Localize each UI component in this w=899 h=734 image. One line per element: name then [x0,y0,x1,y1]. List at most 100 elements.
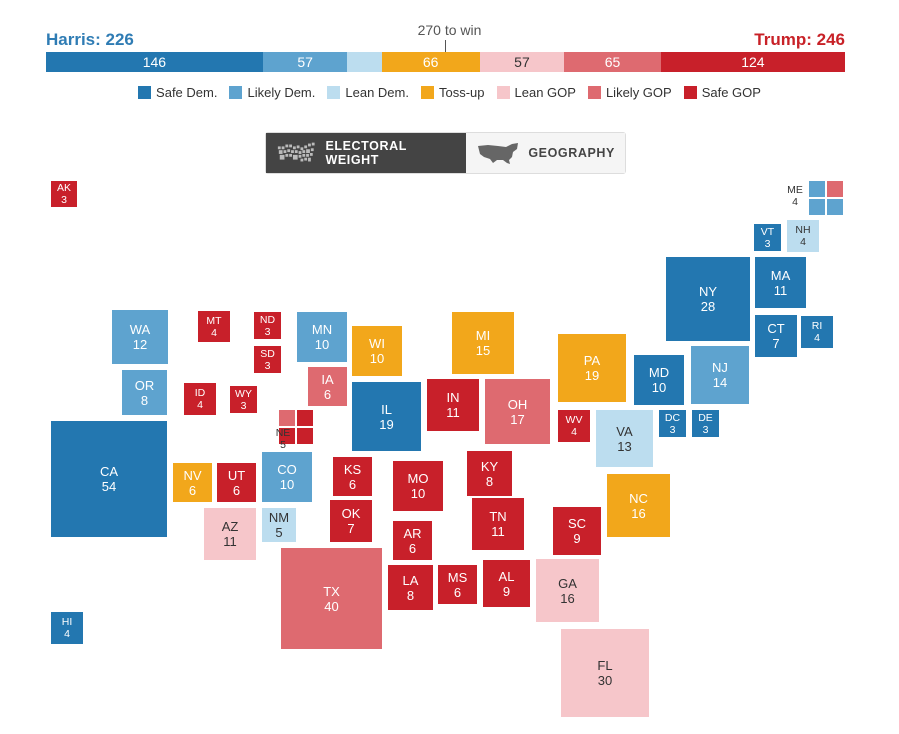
state-sc[interactable]: SC 9 [553,507,601,555]
state-ut[interactable]: UT 6 [217,463,256,502]
state-pa[interactable]: PA 19 [558,334,626,402]
state-ok[interactable]: OK 7 [330,500,372,542]
state-az[interactable]: AZ 11 [204,508,256,560]
state-abbr: KS [343,461,362,477]
state-ny[interactable]: NY 28 [666,257,750,341]
state-vt[interactable]: VT 3 [754,224,781,251]
state-tn[interactable]: TN 11 [472,498,524,550]
state-wy[interactable]: WY 3 [230,386,257,413]
legend-item: Safe Dem. [138,85,217,100]
us-map-dots-icon [277,142,315,162]
state-mi[interactable]: MI 15 [452,312,514,374]
state-votes: 3 [264,325,271,338]
state-abbr: MS [447,569,468,585]
district-square-me [809,199,825,215]
state-or[interactable]: OR 8 [122,370,167,415]
state-votes: 9 [502,583,511,599]
state-votes: 4 [571,426,577,438]
state-id[interactable]: ID 4 [184,383,216,415]
state-votes: 3 [264,359,271,372]
state-al[interactable]: AL 9 [483,560,530,607]
state-ia[interactable]: IA 6 [308,367,347,406]
state-votes: 10 [651,380,667,395]
geography-label: GEOGRAPHY [528,146,615,160]
state-va[interactable]: VA 13 [596,410,653,467]
state-in[interactable]: IN 11 [427,379,479,431]
state-abbr: ND [259,313,276,326]
state-votes: 6 [453,584,462,600]
electoral-vote-bar: 146 57 66 57 65 124 [46,52,845,72]
legend-swatch [683,86,697,99]
state-ca[interactable]: CA 54 [51,421,167,537]
state-votes: 11 [491,524,505,539]
state-hi[interactable]: HI 4 [51,612,83,644]
legend-item: Likely Dem. [229,85,315,100]
state-ak[interactable]: AK 3 [51,181,77,207]
state-ri[interactable]: RI 4 [801,316,833,348]
state-co[interactable]: CO 10 [262,452,312,502]
legend-label: Toss-up [438,85,485,100]
state-abbr: IN [446,390,460,405]
district-square-ne [279,410,295,426]
state-ks[interactable]: KS 6 [333,457,372,496]
state-tx[interactable]: TX 40 [281,548,382,649]
state-abbr: ID [194,387,206,399]
state-nd[interactable]: ND 3 [254,312,281,339]
state-abbr: AL [498,568,515,584]
state-votes: 7 [772,336,780,351]
state-nh[interactable]: NH 4 [787,220,819,252]
state-votes: 15 [475,343,491,358]
state-ga[interactable]: GA 16 [536,559,599,622]
state-abbr: NY [698,284,718,299]
bar-segment-safe-gop: 124 [660,52,845,72]
state-wv[interactable]: WV 4 [558,410,590,442]
state-nv[interactable]: NV 6 [173,463,212,502]
state-la[interactable]: LA 8 [388,565,433,610]
state-votes: 13 [617,438,632,454]
state-sd[interactable]: SD 3 [254,346,281,373]
state-mo[interactable]: MO 10 [393,461,443,511]
state-votes: 19 [584,368,600,383]
state-il[interactable]: IL 19 [352,382,421,451]
state-abbr: VT [760,225,775,238]
state-nm[interactable]: NM 5 [262,508,296,542]
state-abbr: WY [235,387,252,400]
state-md[interactable]: MD 10 [634,355,684,405]
state-ar[interactable]: AR 6 [393,521,432,560]
state-fl[interactable]: FL 30 [561,629,649,717]
state-votes: 4 [211,326,217,339]
electoral-weight-button[interactable]: ELECTORAL WEIGHT [266,133,467,173]
state-votes: 4 [814,332,820,344]
state-votes: 6 [232,482,241,498]
state-nc[interactable]: NC 16 [607,474,670,537]
state-mt[interactable]: MT 4 [198,311,230,342]
state-nj[interactable]: NJ 14 [691,346,749,404]
legend: Safe Dem. Likely Dem. Lean Dem. Toss-up Lean… [0,85,899,100]
state-abbr: SD [260,347,275,360]
state-ms[interactable]: MS 6 [438,565,477,604]
state-ky[interactable]: KY 8 [467,451,512,496]
state-dc[interactable]: DC 3 [659,410,686,437]
state-votes: 3 [764,237,771,250]
state-wi[interactable]: WI 10 [352,326,402,376]
state-ct[interactable]: CT 7 [755,315,797,357]
win-threshold-tick [445,40,446,52]
state-de[interactable]: DE 3 [692,410,719,437]
state-votes: 3 [240,399,247,412]
state-abbr: WI [369,336,385,351]
state-abbr: SC [567,516,587,531]
state-wa[interactable]: WA 12 [112,310,168,364]
state-abbr: NC [629,490,648,506]
state-oh[interactable]: OH 17 [485,379,550,444]
geography-button[interactable]: GEOGRAPHY [466,133,625,173]
bar-segment-lean-dem [347,52,382,72]
state-label-me: ME 4 [785,184,805,208]
state-mn[interactable]: MN 10 [297,312,347,362]
legend-item: Lean GOP [496,85,576,100]
state-votes: 8 [406,587,415,603]
state-ma[interactable]: MA 11 [755,257,806,308]
state-abbr: DE [698,411,713,424]
bar-segment-safe-dem: 146 [46,52,263,72]
state-abbr: MO [407,471,429,486]
